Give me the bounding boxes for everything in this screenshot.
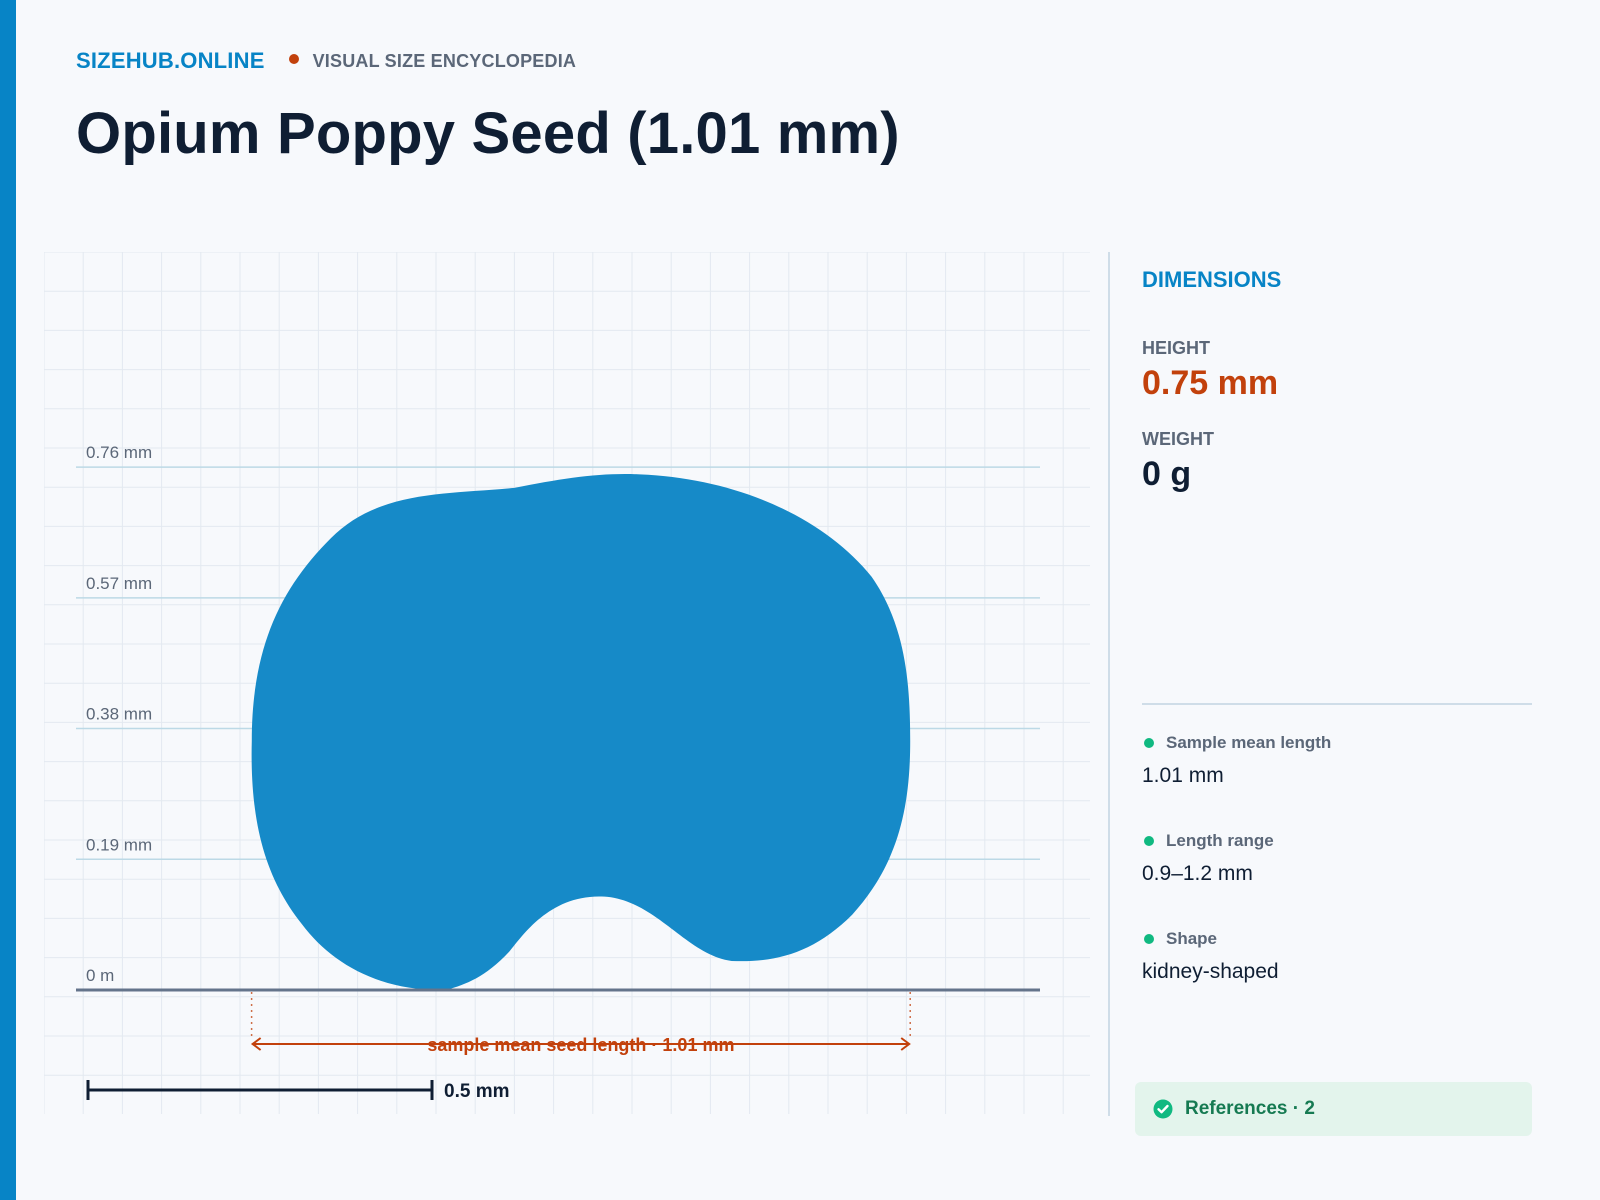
weight-label: WEIGHT xyxy=(1142,429,1214,449)
height-tick-label: 0.19 mm xyxy=(86,835,152,854)
bullet-dot-icon xyxy=(1144,738,1154,748)
seed-shape xyxy=(251,474,911,990)
arrow-right-icon xyxy=(900,1037,911,1051)
fact-value: 1.01 mm xyxy=(1142,764,1224,787)
accent-bar xyxy=(0,0,16,1200)
fact-label: Shape xyxy=(1166,929,1218,948)
arrow-left-icon xyxy=(250,1037,262,1051)
check-circle-icon xyxy=(1153,1099,1173,1119)
fact-head: Sample mean length xyxy=(1142,732,1532,754)
tagline: VISUAL SIZE ENCYCLOPEDIA xyxy=(312,50,577,71)
bullet-dot-icon xyxy=(1144,934,1154,944)
brand-link[interactable]: SIZEHUB.ONLINE xyxy=(76,48,265,73)
bullet-dot-icon xyxy=(1144,836,1154,846)
fact-label: Length range xyxy=(1166,831,1274,850)
fact-item: Sample mean length 1.01 mm xyxy=(1142,732,1532,788)
scale-bar-label: 0.5 mm xyxy=(444,1081,509,1102)
panel-divider xyxy=(1108,252,1110,1116)
height-tick-label: 0.76 mm xyxy=(86,443,152,462)
height-value: 0.75 mm xyxy=(1142,364,1279,402)
fact-item: Length range 0.9–1.2 mm xyxy=(1142,830,1532,886)
height-tick-label: 0.38 mm xyxy=(86,705,152,724)
fact-label: Sample mean length xyxy=(1166,733,1332,752)
weight-value: 0 g xyxy=(1142,455,1192,493)
fact-item: Shape kidney-shaped xyxy=(1142,928,1532,984)
height-tick-label: 0.57 mm xyxy=(86,574,152,593)
length-annotation: sample mean seed length · 1.01 mm xyxy=(427,1035,734,1055)
references-button[interactable]: References · 2 xyxy=(1135,1082,1532,1136)
height-tick-labels: 0.76 mm 0.57 mm 0.38 mm 0.19 mm 0 m xyxy=(86,443,152,985)
page-title: Opium Poppy Seed (1.01 mm) xyxy=(76,101,900,166)
separator-dot-icon xyxy=(288,54,299,64)
panel-separator xyxy=(1142,703,1532,705)
references-label: References · 2 xyxy=(1185,1098,1315,1119)
fact-value: 0.9–1.2 mm xyxy=(1142,862,1253,885)
panel-title: DIMENSIONS xyxy=(1142,267,1282,292)
height-tick-label: 0 m xyxy=(86,966,114,985)
size-chart-svg: 0.76 mm 0.57 mm 0.38 mm 0.19 mm 0 m sample m… xyxy=(44,252,1090,1114)
size-chart: 0.76 mm 0.57 mm 0.38 mm 0.19 mm 0 m sample m… xyxy=(44,252,1090,1114)
brand-row: SIZEHUB.ONLINE VISUAL SIZE ENCYCLOPEDIA xyxy=(76,46,1076,76)
fact-value: kidney-shaped xyxy=(1142,960,1279,983)
fact-head: Length range xyxy=(1142,830,1532,852)
fact-head: Shape xyxy=(1142,928,1532,950)
header: SIZEHUB.ONLINE VISUAL SIZE ENCYCLOPEDIA xyxy=(76,46,1076,76)
height-label: HEIGHT xyxy=(1142,338,1211,358)
scale-bar xyxy=(86,1080,434,1100)
